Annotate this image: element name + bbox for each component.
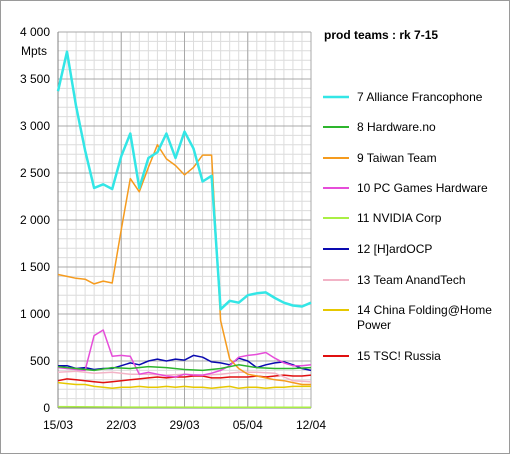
series-line-8 (57, 364, 312, 372)
series-line-11 (57, 405, 311, 408)
legend-entry-label: 13 Team AnandTech (357, 273, 466, 287)
legend-entry-label: 15 TSC! Russia (357, 349, 441, 363)
y-tick-label: 500 (30, 354, 50, 368)
y-tick-label: 3 000 (20, 119, 50, 133)
x-tick-label: 12/04 (296, 418, 326, 432)
legend-entry-label: 7 Alliance Francophone (357, 90, 483, 104)
series-line-7 (56, 50, 312, 311)
x-tick-label: 22/03 (106, 418, 136, 432)
x-tick-labels: 15/03 22/03 29/03 05/04 12/04 (43, 418, 326, 432)
y-tick-label: 2 500 (20, 166, 50, 180)
y-tick-label: 0 (43, 401, 50, 415)
series-line-10 (57, 329, 312, 378)
legend-entry-label: 12 [H]ardOCP (357, 242, 432, 256)
y-tick-labels: 0 500 1 000 1 500 2 000 2 500 3 000 3 500 4 000 (20, 25, 50, 415)
y-tick-label: 2 000 (20, 213, 50, 227)
legend: 7 Alliance Francophone 8 Hardware.no 9 Tai… (323, 90, 492, 363)
y-tick-label: 3 500 (20, 72, 50, 86)
x-tick-label: 15/03 (43, 418, 73, 432)
x-tick-label: 05/04 (233, 418, 263, 432)
x-tick-label: 29/03 (169, 418, 199, 432)
legend-entry-label: 11 NVIDIA Corp (357, 211, 442, 225)
chart-title: prod teams : rk 7-15 (324, 28, 438, 42)
y-tick-label: 1 500 (20, 260, 50, 274)
legend-entry-label: 9 Taiwan Team (357, 151, 437, 165)
axes (57, 32, 311, 409)
y-tick-label: 1 000 (20, 307, 50, 321)
series-line-14 (57, 381, 311, 390)
legend-entry-label: 10 PC Games Hardware (357, 181, 488, 195)
y-axis-label: Mpts (21, 44, 47, 58)
series-lines (56, 50, 312, 408)
series-line-9 (57, 144, 311, 386)
series-line-15 (57, 374, 312, 384)
y-tick-label: 4 000 (20, 25, 50, 39)
legend-entry-label: 8 Hardware.no (357, 120, 436, 134)
legend-entry-label: 14 China Folding@Home Power (357, 303, 492, 332)
